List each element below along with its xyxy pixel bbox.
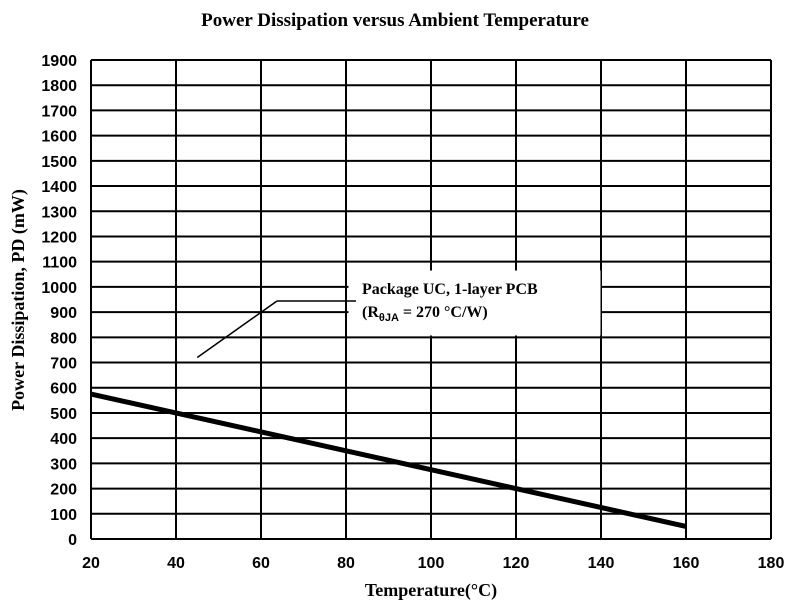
y-tick-label: 1300 <box>41 204 77 221</box>
y-tick-label: 1200 <box>41 229 77 246</box>
x-tick-label: 100 <box>418 555 445 572</box>
x-tick-label: 120 <box>503 555 530 572</box>
y-tick-label: 1400 <box>41 179 77 196</box>
y-tick-label: 1100 <box>42 255 77 272</box>
y-tick-label: 500 <box>50 406 77 423</box>
y-tick-label: 600 <box>50 381 77 398</box>
x-tick-label: 80 <box>337 555 355 572</box>
y-tick-label: 900 <box>50 305 77 322</box>
y-tick-label: 0 <box>68 532 77 549</box>
y-tick-label: 700 <box>50 356 77 373</box>
y-tick-label: 400 <box>50 431 77 448</box>
y-axis-label: Power Dissipation, PD (mW) <box>8 189 29 411</box>
y-tick-label: 1900 <box>41 53 77 70</box>
x-tick-label: 160 <box>673 555 700 572</box>
chart-title: Power Dissipation versus Ambient Tempera… <box>201 10 589 31</box>
x-tick-label: 40 <box>167 555 185 572</box>
y-tick-label: 100 <box>50 507 77 524</box>
tick-labels: 0 100 200 300 400 500 600 700 800 900 1000 1100 1200… <box>41 53 784 572</box>
y-tick-label: 1700 <box>41 103 77 120</box>
y-tick-label: 200 <box>50 482 77 499</box>
annotation-line2-open: (R <box>362 304 379 321</box>
series-line <box>90 391 687 529</box>
x-axis-label: Temperature(°C) <box>365 580 497 601</box>
y-tick-label: 800 <box>50 330 77 347</box>
y-tick-label: 1800 <box>41 78 77 95</box>
annotation-line2: (RθJA = 270 °C/W) <box>362 304 488 324</box>
y-tick-label: 300 <box>50 456 77 473</box>
y-tick-label: 1500 <box>41 154 77 171</box>
annotation-box <box>348 270 601 336</box>
annotation: Package UC, 1-layer PCB (RθJA = 270 °C/W… <box>196 270 601 359</box>
annotation-line2-close: = 270 °C/W) <box>399 304 488 321</box>
annotation-leader-line <box>196 300 278 359</box>
annotation-line1: Package UC, 1-layer PCB <box>362 281 538 298</box>
y-tick-label: 1000 <box>41 280 77 297</box>
x-tick-label: 60 <box>252 555 270 572</box>
y-tick-label: 1600 <box>41 129 77 146</box>
x-tick-label: 140 <box>588 555 615 572</box>
annotation-subscript: θJA <box>379 312 399 324</box>
series <box>90 391 687 529</box>
x-tick-label: 180 <box>758 555 785 572</box>
x-tick-label: 20 <box>82 555 100 572</box>
